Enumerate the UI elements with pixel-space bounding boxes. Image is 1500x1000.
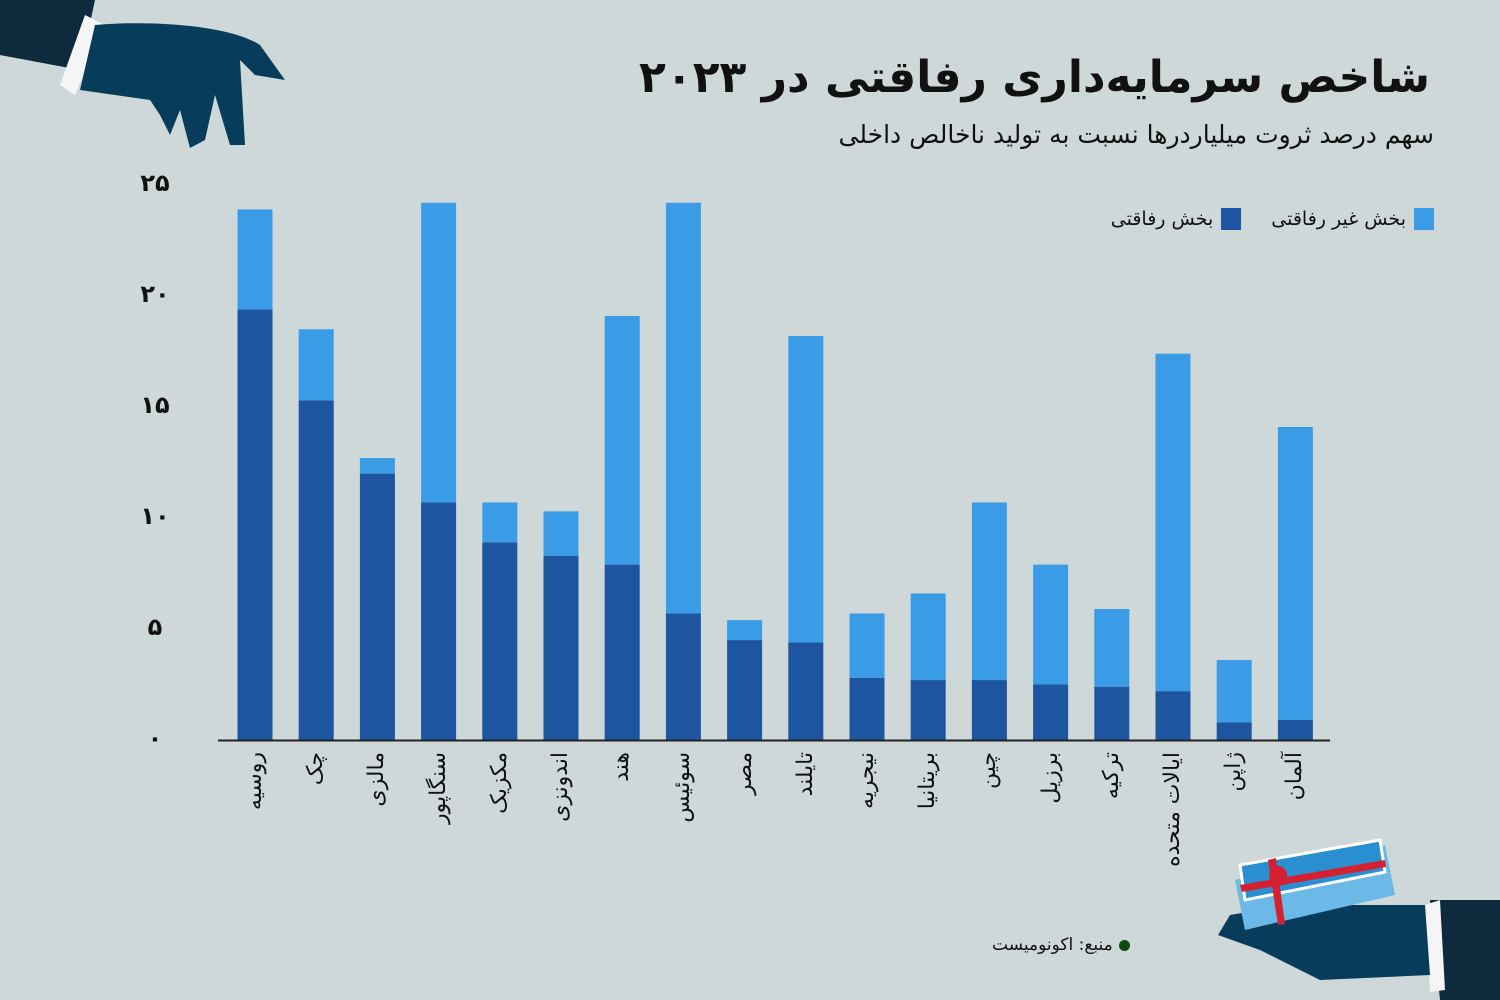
- x-tick-label: چین: [976, 752, 1002, 789]
- y-tick-label: ۱۵: [140, 391, 170, 419]
- x-tick-label: تایلند: [792, 752, 818, 797]
- bar-crony: [421, 502, 457, 740]
- x-tick-label: بریتانیا: [915, 752, 941, 810]
- legend-swatch: [1221, 208, 1242, 230]
- bar-crony: [1033, 684, 1069, 740]
- bar-non-crony: [237, 209, 273, 310]
- legend-item-crony: بخش رفاقتی: [1111, 208, 1242, 230]
- bar-non-crony: [1277, 426, 1313, 721]
- chart-subtitle: سهم درصد ثروت میلیاردرها نسبت به تولید ن…: [838, 120, 1434, 149]
- bullet-icon: [1118, 939, 1130, 951]
- bar-non-crony: [910, 593, 946, 681]
- legend-item-non-crony: بخش غیر رفاقتی: [1271, 208, 1434, 230]
- bar-crony: [910, 680, 946, 740]
- x-tick-label: سنگاپور: [425, 752, 451, 825]
- bar-crony: [359, 473, 395, 740]
- chart-title: شاخص سرمایه‌داری رفاقتی در ۲۰۲۳: [638, 52, 1430, 103]
- bar-non-crony: [604, 315, 640, 565]
- legend-swatch: [1414, 208, 1434, 230]
- x-tick-label: نیجریه: [854, 752, 879, 810]
- bar-crony: [788, 642, 824, 740]
- bar-non-crony: [543, 511, 579, 556]
- hand-gift-icon: [1218, 838, 1500, 1000]
- x-tick-label: ژاپن: [1221, 752, 1247, 792]
- bar-crony: [1277, 720, 1313, 740]
- bar-crony: [665, 613, 701, 740]
- x-tick-label: برزیل: [1037, 752, 1063, 804]
- x-tick-label: سوئیس: [670, 752, 696, 823]
- bar-non-crony: [1033, 564, 1069, 685]
- bar-non-crony: [665, 202, 701, 614]
- bar-non-crony: [971, 502, 1007, 681]
- bar-crony: [1155, 691, 1191, 740]
- bar-crony: [1216, 722, 1252, 740]
- y-tick-label: ۱۰: [140, 502, 170, 530]
- source-text: منبع: اکونومیست: [992, 935, 1113, 955]
- bar-non-crony: [1216, 660, 1252, 723]
- y-tick-label: ۲۰: [140, 280, 170, 308]
- x-tick-label: هند: [609, 752, 635, 782]
- legend-label: بخش غیر رفاقتی: [1271, 208, 1406, 230]
- bar-non-crony: [1155, 353, 1191, 692]
- bar-crony: [543, 555, 579, 740]
- bar-crony: [604, 564, 640, 740]
- bar-non-crony: [1094, 609, 1130, 687]
- x-tick-label: روسیه: [242, 752, 267, 811]
- bar-crony: [849, 677, 885, 740]
- bar-non-crony: [298, 329, 334, 401]
- source-note: منبع: اکونومیست: [992, 935, 1130, 955]
- bar-non-crony: [788, 335, 824, 643]
- y-tick-label: ۰: [147, 724, 163, 752]
- bar-crony: [298, 400, 334, 740]
- bar-non-crony: [421, 202, 457, 503]
- x-tick-label: اندونزی: [548, 752, 573, 822]
- x-tick-label: مکزیک: [486, 752, 512, 814]
- bar-crony: [971, 680, 1007, 740]
- x-tick-label: مالزی: [364, 752, 390, 807]
- y-tick-label: ۲۵: [140, 169, 170, 197]
- bar-non-crony: [727, 620, 763, 641]
- bar-crony: [1094, 686, 1130, 740]
- x-tick-label: چک: [303, 752, 329, 786]
- x-tick-label: مصر: [731, 752, 757, 796]
- bar-non-crony: [482, 502, 518, 543]
- bar-crony: [727, 640, 763, 740]
- bar-non-crony: [849, 613, 885, 678]
- y-tick-label: ۵: [147, 613, 163, 641]
- x-tick-label: آلمان: [1282, 752, 1308, 801]
- x-tick-label: ترکیه: [1098, 752, 1124, 800]
- x-tick-label: ایالات متحده: [1160, 752, 1185, 867]
- bar-non-crony: [359, 458, 395, 474]
- legend: بخش غیر رفاقتی بخش رفاقتی: [1111, 208, 1434, 230]
- hand-top-left-icon: [0, 0, 285, 148]
- legend-label: بخش رفاقتی: [1110, 208, 1214, 230]
- bar-crony: [237, 309, 273, 740]
- bar-crony: [482, 542, 518, 740]
